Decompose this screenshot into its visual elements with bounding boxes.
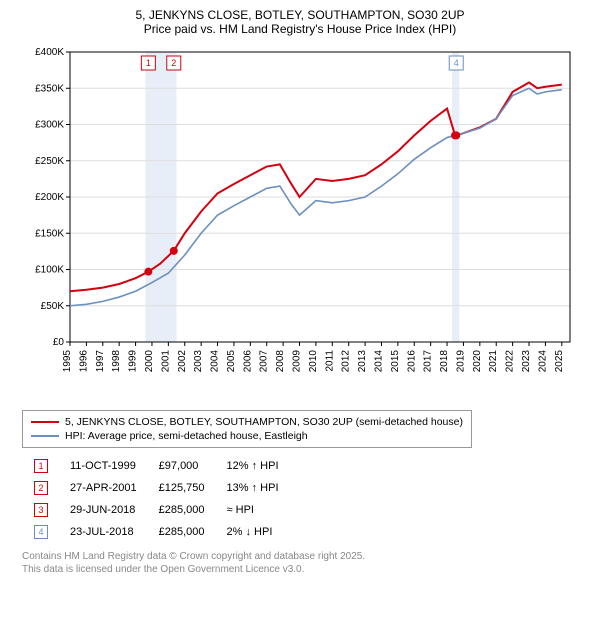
- svg-text:2004: 2004: [210, 350, 221, 373]
- svg-text:2018: 2018: [439, 350, 450, 373]
- svg-text:2024: 2024: [537, 350, 548, 373]
- legend-item: HPI: Average price, semi-detached house,…: [31, 429, 463, 443]
- svg-text:2017: 2017: [423, 350, 434, 373]
- legend-swatch: [31, 435, 59, 437]
- price-chart: £0 £50K £100K £150K £200K £250K £300K £350K £400…: [20, 42, 580, 402]
- footer-text: Contains HM Land Registry data © Crown c…: [22, 550, 588, 576]
- svg-text:2023: 2023: [521, 350, 532, 373]
- event-row: 3 29-JUN-2018£285,000≈ HPI: [24, 500, 289, 520]
- event-row: 1 11-OCT-1999£97,00012% ↑ HPI: [24, 456, 289, 476]
- svg-text:2007: 2007: [259, 350, 270, 373]
- event-row: 4 23-JUL-2018£285,0002% ↓ HPI: [24, 522, 289, 542]
- svg-text:£150K: £150K: [35, 228, 64, 239]
- event-date: 27-APR-2001: [60, 478, 147, 498]
- event-delta: ≈ HPI: [217, 500, 289, 520]
- svg-text:1995: 1995: [62, 350, 73, 373]
- svg-text:2006: 2006: [242, 350, 253, 373]
- event-marker: 2: [34, 481, 48, 495]
- page-subtitle: Price paid vs. HM Land Registry's House …: [10, 22, 590, 36]
- svg-text:2011: 2011: [324, 350, 335, 372]
- event-price: £125,750: [149, 478, 215, 498]
- svg-text:2025: 2025: [554, 350, 565, 373]
- svg-text:£100K: £100K: [35, 265, 64, 276]
- svg-text:1996: 1996: [78, 350, 89, 373]
- svg-text:2016: 2016: [406, 350, 417, 373]
- svg-text:1999: 1999: [128, 350, 139, 373]
- svg-text:2012: 2012: [341, 350, 352, 373]
- svg-text:2014: 2014: [373, 350, 384, 373]
- svg-text:1998: 1998: [111, 350, 122, 373]
- event-date: 23-JUL-2018: [60, 522, 147, 542]
- svg-text:£200K: £200K: [35, 192, 64, 203]
- event-date: 29-JUN-2018: [60, 500, 147, 520]
- svg-text:£0: £0: [53, 337, 65, 348]
- svg-text:2009: 2009: [292, 350, 303, 373]
- svg-text:£350K: £350K: [35, 83, 64, 94]
- event-price: £97,000: [149, 456, 215, 476]
- footer-line-2: This data is licensed under the Open Gov…: [22, 563, 588, 576]
- events-table: 1 11-OCT-1999£97,00012% ↑ HPI 2 27-APR-2001…: [22, 454, 291, 544]
- event-row: 2 27-APR-2001£125,75013% ↑ HPI: [24, 478, 289, 498]
- svg-text:£300K: £300K: [35, 120, 64, 131]
- svg-text:2021: 2021: [488, 350, 499, 373]
- event-delta: 12% ↑ HPI: [217, 456, 289, 476]
- event-marker: 4: [34, 525, 48, 539]
- event-marker: 1: [34, 459, 48, 473]
- svg-text:2010: 2010: [308, 350, 319, 373]
- event-date: 11-OCT-1999: [60, 456, 147, 476]
- svg-text:2015: 2015: [390, 350, 401, 373]
- legend-item: 5, JENKYNS CLOSE, BOTLEY, SOUTHAMPTON, S…: [31, 415, 463, 429]
- event-marker: 3: [34, 503, 48, 517]
- legend-label: HPI: Average price, semi-detached house,…: [65, 430, 308, 442]
- legend-swatch: [31, 421, 59, 423]
- svg-text:2020: 2020: [472, 350, 483, 373]
- event-delta: 13% ↑ HPI: [217, 478, 289, 498]
- svg-text:£400K: £400K: [35, 47, 64, 58]
- svg-text:2005: 2005: [226, 350, 237, 373]
- svg-text:2013: 2013: [357, 350, 368, 373]
- svg-text:2000: 2000: [144, 350, 155, 373]
- event-price: £285,000: [149, 500, 215, 520]
- svg-text:2003: 2003: [193, 350, 204, 373]
- svg-text:£50K: £50K: [41, 301, 65, 312]
- event-price: £285,000: [149, 522, 215, 542]
- svg-text:2022: 2022: [505, 350, 516, 373]
- footer-line-1: Contains HM Land Registry data © Crown c…: [22, 550, 588, 563]
- page-title: 5, JENKYNS CLOSE, BOTLEY, SOUTHAMPTON, S…: [10, 8, 590, 22]
- event-delta: 2% ↓ HPI: [217, 522, 289, 542]
- svg-text:2001: 2001: [160, 350, 171, 373]
- svg-text:2008: 2008: [275, 350, 286, 373]
- svg-text:1997: 1997: [95, 350, 106, 373]
- svg-text:£250K: £250K: [35, 156, 64, 167]
- svg-text:1: 1: [146, 58, 151, 68]
- svg-text:2: 2: [171, 58, 176, 68]
- legend: 5, JENKYNS CLOSE, BOTLEY, SOUTHAMPTON, S…: [22, 410, 472, 448]
- svg-text:4: 4: [454, 58, 459, 68]
- svg-text:2019: 2019: [455, 350, 466, 373]
- svg-text:2002: 2002: [177, 350, 188, 373]
- legend-label: 5, JENKYNS CLOSE, BOTLEY, SOUTHAMPTON, S…: [65, 416, 463, 428]
